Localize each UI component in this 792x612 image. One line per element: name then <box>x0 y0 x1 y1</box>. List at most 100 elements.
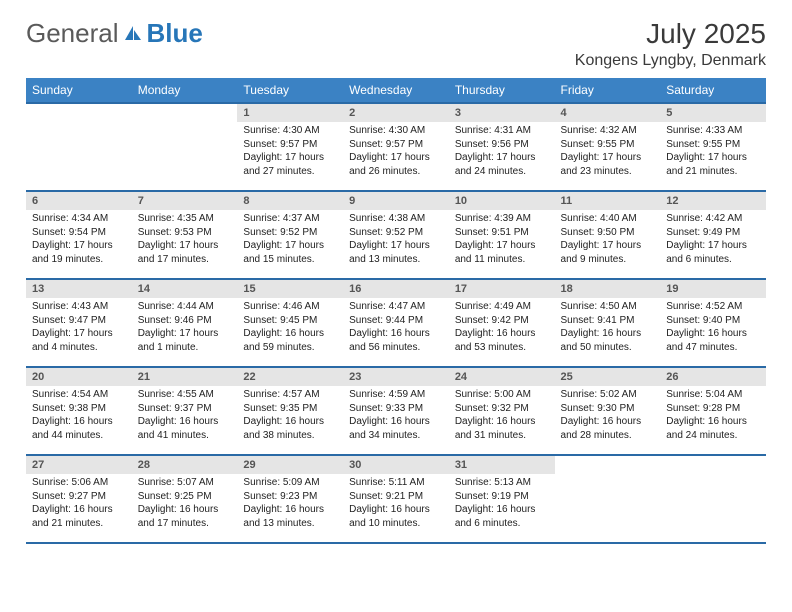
day-content: Sunrise: 4:32 AMSunset: 9:55 PMDaylight:… <box>555 122 661 182</box>
title-block: July 2025 Kongens Lyngby, Denmark <box>575 18 766 70</box>
day-content: Sunrise: 4:55 AMSunset: 9:37 PMDaylight:… <box>132 386 238 446</box>
day-content: Sunrise: 4:30 AMSunset: 9:57 PMDaylight:… <box>237 122 343 182</box>
day-cell: 8Sunrise: 4:37 AMSunset: 9:52 PMDaylight… <box>237 191 343 279</box>
dayname-wednesday: Wednesday <box>343 78 449 103</box>
day-cell: 2Sunrise: 4:30 AMSunset: 9:57 PMDaylight… <box>343 103 449 191</box>
day-number: 25 <box>555 368 661 386</box>
dayname-friday: Friday <box>555 78 661 103</box>
day-content: Sunrise: 4:40 AMSunset: 9:50 PMDaylight:… <box>555 210 661 270</box>
empty-cell <box>660 455 766 543</box>
day-cell: 28Sunrise: 5:07 AMSunset: 9:25 PMDayligh… <box>132 455 238 543</box>
calendar-head: SundayMondayTuesdayWednesdayThursdayFrid… <box>26 78 766 103</box>
day-content: Sunrise: 4:54 AMSunset: 9:38 PMDaylight:… <box>26 386 132 446</box>
day-content: Sunrise: 4:42 AMSunset: 9:49 PMDaylight:… <box>660 210 766 270</box>
dayname-monday: Monday <box>132 78 238 103</box>
dayname-tuesday: Tuesday <box>237 78 343 103</box>
day-number: 21 <box>132 368 238 386</box>
day-content: Sunrise: 5:06 AMSunset: 9:27 PMDaylight:… <box>26 474 132 534</box>
day-content: Sunrise: 4:52 AMSunset: 9:40 PMDaylight:… <box>660 298 766 358</box>
day-number: 17 <box>449 280 555 298</box>
empty-cell <box>132 103 238 191</box>
day-cell: 5Sunrise: 4:33 AMSunset: 9:55 PMDaylight… <box>660 103 766 191</box>
day-content: Sunrise: 5:00 AMSunset: 9:32 PMDaylight:… <box>449 386 555 446</box>
logo-text-b: Blue <box>147 18 203 49</box>
day-cell: 25Sunrise: 5:02 AMSunset: 9:30 PMDayligh… <box>555 367 661 455</box>
day-number: 24 <box>449 368 555 386</box>
logo: General Blue <box>26 18 203 49</box>
day-number: 15 <box>237 280 343 298</box>
week-row: 1Sunrise: 4:30 AMSunset: 9:57 PMDaylight… <box>26 103 766 191</box>
day-number: 12 <box>660 192 766 210</box>
dayname-saturday: Saturday <box>660 78 766 103</box>
day-cell: 17Sunrise: 4:49 AMSunset: 9:42 PMDayligh… <box>449 279 555 367</box>
day-content: Sunrise: 4:43 AMSunset: 9:47 PMDaylight:… <box>26 298 132 358</box>
day-cell: 19Sunrise: 4:52 AMSunset: 9:40 PMDayligh… <box>660 279 766 367</box>
day-cell: 21Sunrise: 4:55 AMSunset: 9:37 PMDayligh… <box>132 367 238 455</box>
day-content: Sunrise: 5:13 AMSunset: 9:19 PMDaylight:… <box>449 474 555 534</box>
day-cell: 22Sunrise: 4:57 AMSunset: 9:35 PMDayligh… <box>237 367 343 455</box>
day-cell: 18Sunrise: 4:50 AMSunset: 9:41 PMDayligh… <box>555 279 661 367</box>
day-cell: 27Sunrise: 5:06 AMSunset: 9:27 PMDayligh… <box>26 455 132 543</box>
day-cell: 3Sunrise: 4:31 AMSunset: 9:56 PMDaylight… <box>449 103 555 191</box>
day-number: 7 <box>132 192 238 210</box>
day-number: 3 <box>449 104 555 122</box>
dayname-thursday: Thursday <box>449 78 555 103</box>
day-number: 18 <box>555 280 661 298</box>
day-content: Sunrise: 4:35 AMSunset: 9:53 PMDaylight:… <box>132 210 238 270</box>
dayname-sunday: Sunday <box>26 78 132 103</box>
day-content: Sunrise: 4:38 AMSunset: 9:52 PMDaylight:… <box>343 210 449 270</box>
day-number: 23 <box>343 368 449 386</box>
day-cell: 20Sunrise: 4:54 AMSunset: 9:38 PMDayligh… <box>26 367 132 455</box>
empty-cell <box>26 103 132 191</box>
day-content: Sunrise: 5:07 AMSunset: 9:25 PMDaylight:… <box>132 474 238 534</box>
day-cell: 13Sunrise: 4:43 AMSunset: 9:47 PMDayligh… <box>26 279 132 367</box>
day-content: Sunrise: 5:04 AMSunset: 9:28 PMDaylight:… <box>660 386 766 446</box>
day-number: 29 <box>237 456 343 474</box>
day-number: 31 <box>449 456 555 474</box>
day-number: 22 <box>237 368 343 386</box>
day-content: Sunrise: 4:44 AMSunset: 9:46 PMDaylight:… <box>132 298 238 358</box>
day-number: 28 <box>132 456 238 474</box>
day-cell: 7Sunrise: 4:35 AMSunset: 9:53 PMDaylight… <box>132 191 238 279</box>
day-cell: 16Sunrise: 4:47 AMSunset: 9:44 PMDayligh… <box>343 279 449 367</box>
day-cell: 23Sunrise: 4:59 AMSunset: 9:33 PMDayligh… <box>343 367 449 455</box>
day-number: 2 <box>343 104 449 122</box>
day-content: Sunrise: 5:02 AMSunset: 9:30 PMDaylight:… <box>555 386 661 446</box>
day-cell: 1Sunrise: 4:30 AMSunset: 9:57 PMDaylight… <box>237 103 343 191</box>
day-number: 20 <box>26 368 132 386</box>
day-number: 27 <box>26 456 132 474</box>
day-cell: 11Sunrise: 4:40 AMSunset: 9:50 PMDayligh… <box>555 191 661 279</box>
day-number: 19 <box>660 280 766 298</box>
day-content: Sunrise: 4:46 AMSunset: 9:45 PMDaylight:… <box>237 298 343 358</box>
day-number: 10 <box>449 192 555 210</box>
day-number: 14 <box>132 280 238 298</box>
day-cell: 6Sunrise: 4:34 AMSunset: 9:54 PMDaylight… <box>26 191 132 279</box>
day-number: 4 <box>555 104 661 122</box>
day-cell: 4Sunrise: 4:32 AMSunset: 9:55 PMDaylight… <box>555 103 661 191</box>
day-content: Sunrise: 4:49 AMSunset: 9:42 PMDaylight:… <box>449 298 555 358</box>
day-number: 1 <box>237 104 343 122</box>
week-row: 27Sunrise: 5:06 AMSunset: 9:27 PMDayligh… <box>26 455 766 543</box>
day-cell: 12Sunrise: 4:42 AMSunset: 9:49 PMDayligh… <box>660 191 766 279</box>
day-cell: 9Sunrise: 4:38 AMSunset: 9:52 PMDaylight… <box>343 191 449 279</box>
day-content: Sunrise: 4:57 AMSunset: 9:35 PMDaylight:… <box>237 386 343 446</box>
calendar-table: SundayMondayTuesdayWednesdayThursdayFrid… <box>26 78 766 544</box>
day-cell: 31Sunrise: 5:13 AMSunset: 9:19 PMDayligh… <box>449 455 555 543</box>
day-cell: 29Sunrise: 5:09 AMSunset: 9:23 PMDayligh… <box>237 455 343 543</box>
day-cell: 26Sunrise: 5:04 AMSunset: 9:28 PMDayligh… <box>660 367 766 455</box>
month-title: July 2025 <box>575 18 766 50</box>
day-cell: 30Sunrise: 5:11 AMSunset: 9:21 PMDayligh… <box>343 455 449 543</box>
week-row: 20Sunrise: 4:54 AMSunset: 9:38 PMDayligh… <box>26 367 766 455</box>
week-row: 6Sunrise: 4:34 AMSunset: 9:54 PMDaylight… <box>26 191 766 279</box>
day-cell: 24Sunrise: 5:00 AMSunset: 9:32 PMDayligh… <box>449 367 555 455</box>
day-number: 8 <box>237 192 343 210</box>
sail-icon <box>123 24 143 44</box>
day-content: Sunrise: 4:31 AMSunset: 9:56 PMDaylight:… <box>449 122 555 182</box>
day-content: Sunrise: 5:09 AMSunset: 9:23 PMDaylight:… <box>237 474 343 534</box>
day-content: Sunrise: 4:50 AMSunset: 9:41 PMDaylight:… <box>555 298 661 358</box>
day-number: 16 <box>343 280 449 298</box>
day-number: 13 <box>26 280 132 298</box>
day-number: 9 <box>343 192 449 210</box>
day-content: Sunrise: 4:47 AMSunset: 9:44 PMDaylight:… <box>343 298 449 358</box>
header: General Blue July 2025 Kongens Lyngby, D… <box>26 18 766 70</box>
